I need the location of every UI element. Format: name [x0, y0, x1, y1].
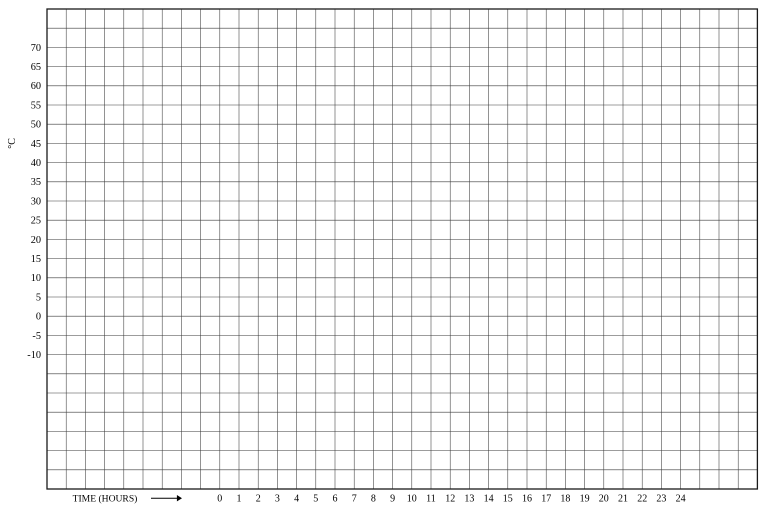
svg-text:15: 15 — [503, 493, 513, 504]
svg-text:10: 10 — [407, 493, 417, 504]
svg-text:5: 5 — [313, 493, 318, 504]
svg-text:5: 5 — [36, 292, 41, 303]
svg-text:35: 35 — [31, 177, 41, 188]
svg-text:13: 13 — [464, 493, 474, 504]
svg-text:30: 30 — [31, 196, 41, 207]
svg-text:18: 18 — [560, 493, 570, 504]
svg-text:15: 15 — [31, 254, 41, 265]
svg-text:-10: -10 — [27, 350, 41, 361]
svg-text:2: 2 — [256, 493, 261, 504]
svg-text:20: 20 — [599, 493, 609, 504]
svg-text:22: 22 — [637, 493, 647, 504]
svg-text:1: 1 — [237, 493, 242, 504]
svg-text:3: 3 — [275, 493, 280, 504]
svg-text:55: 55 — [31, 100, 41, 111]
svg-text:45: 45 — [31, 139, 41, 150]
svg-text:17: 17 — [541, 493, 551, 504]
svg-text:-5: -5 — [32, 331, 41, 342]
svg-text:4: 4 — [294, 493, 299, 504]
svg-text:12: 12 — [445, 493, 455, 504]
svg-text:40: 40 — [31, 158, 41, 169]
svg-text:6: 6 — [333, 493, 338, 504]
svg-text:°C: °C — [7, 138, 18, 149]
svg-text:TIME (HOURS): TIME (HOURS) — [73, 493, 138, 504]
svg-text:70: 70 — [31, 43, 41, 54]
svg-text:9: 9 — [390, 493, 395, 504]
svg-text:65: 65 — [31, 62, 41, 73]
svg-text:0: 0 — [217, 493, 222, 504]
svg-text:50: 50 — [31, 120, 41, 131]
svg-text:24: 24 — [676, 493, 686, 504]
svg-text:10: 10 — [31, 273, 41, 284]
svg-text:8: 8 — [371, 493, 376, 504]
svg-text:0: 0 — [36, 312, 41, 323]
svg-text:20: 20 — [31, 235, 41, 246]
svg-text:25: 25 — [31, 216, 41, 227]
svg-text:60: 60 — [31, 81, 41, 92]
svg-text:19: 19 — [580, 493, 590, 504]
svg-text:23: 23 — [656, 493, 666, 504]
svg-text:14: 14 — [484, 493, 494, 504]
svg-text:11: 11 — [426, 493, 436, 504]
svg-text:21: 21 — [618, 493, 628, 504]
svg-text:7: 7 — [352, 493, 357, 504]
svg-text:16: 16 — [522, 493, 532, 504]
